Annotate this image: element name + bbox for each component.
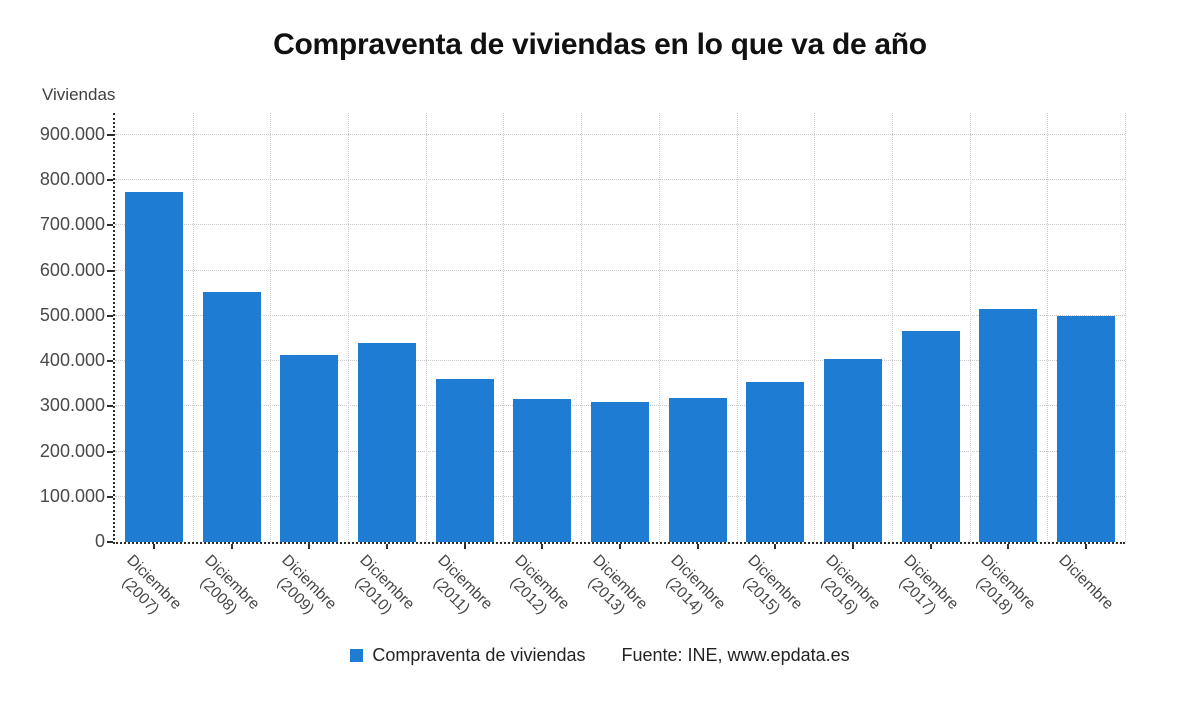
y-tick-label: 100.000	[39, 485, 105, 506]
y-gridline	[115, 360, 1125, 362]
bar[interactable]	[979, 309, 1038, 542]
x-tick-mark	[541, 544, 544, 549]
bar[interactable]	[202, 292, 261, 542]
x-tick-mark	[152, 544, 155, 549]
x-tick-label: Diciembre (2008)	[195, 551, 263, 618]
x-tick-label: Diciembre (2017)	[895, 551, 962, 618]
legend: Compraventa de viviendas Fuente: INE, ww…	[0, 645, 1200, 666]
y-tick-label: 500.000	[39, 304, 105, 325]
y-tick-mark	[107, 405, 113, 408]
y-gridline	[115, 134, 1125, 135]
plot-area	[107, 113, 1126, 549]
legend-item[interactable]: Compraventa de viviendas	[350, 645, 586, 666]
y-tick-label: 200.000	[39, 440, 105, 461]
bar[interactable]	[280, 355, 339, 542]
x-tick-mark	[463, 544, 466, 549]
x-tick-label: Diciembre (2007)	[118, 551, 185, 618]
bar[interactable]	[435, 379, 494, 542]
x-gridline	[814, 113, 816, 542]
x-gridline	[270, 113, 272, 542]
x-tick-label: Diciembre (2009)	[273, 551, 340, 618]
y-tick-mark	[107, 224, 113, 227]
x-gridline	[1125, 113, 1126, 542]
bar[interactable]	[746, 381, 805, 542]
bar[interactable]	[824, 359, 883, 542]
y-tick-label: 400.000	[39, 350, 105, 371]
x-gridline	[581, 113, 583, 542]
legend-series-label: Compraventa de viviendas	[372, 645, 586, 665]
y-tick-label: 900.000	[39, 124, 105, 144]
y-tick-mark	[107, 541, 113, 543]
y-tick-mark	[107, 314, 113, 317]
x-tick-mark	[852, 544, 855, 549]
y-gridline	[115, 269, 1125, 271]
x-gridline	[891, 113, 893, 542]
x-tick-mark	[696, 544, 699, 549]
x-gridline	[1047, 113, 1049, 542]
x-tick-label: Diciembre (2014)	[662, 551, 729, 618]
x-tick-mark	[308, 544, 311, 549]
y-tick-mark	[107, 360, 113, 363]
x-tick-mark	[1007, 544, 1010, 549]
y-tick-label: 0	[94, 531, 105, 551]
y-tick-label: 800.000	[39, 169, 105, 190]
bar[interactable]	[357, 343, 416, 542]
x-gridline	[736, 113, 738, 542]
y-tick-mark	[107, 495, 113, 498]
x-tick-label: Diciembre (2010)	[351, 551, 418, 618]
x-gridline	[192, 113, 194, 542]
bar[interactable]	[513, 398, 572, 542]
bar[interactable]	[591, 401, 649, 542]
x-tick-mark	[230, 544, 233, 549]
x-tick-mark	[385, 544, 388, 549]
y-gridline	[115, 179, 1125, 181]
y-tick-label: 600.000	[39, 259, 105, 280]
bar[interactable]	[124, 191, 183, 542]
legend-marker-icon	[350, 649, 364, 662]
x-tick-label: Diciembre (2016)	[817, 551, 884, 618]
x-gridline	[425, 113, 427, 542]
x-gridline	[658, 113, 660, 542]
y-tick-label: 300.000	[39, 395, 105, 416]
x-tick-mark	[774, 544, 777, 549]
bar[interactable]	[1057, 315, 1116, 542]
y-gridline	[115, 314, 1125, 316]
source-label: Fuente: INE, www.epdata.es	[621, 645, 850, 665]
x-tick-mark	[1085, 544, 1088, 549]
y-gridline	[115, 224, 1125, 226]
x-tick-label: Diciembre (2013)	[584, 551, 651, 618]
x-tick-label: Diciembre	[1055, 551, 1117, 614]
x-tick-mark	[619, 544, 621, 549]
x-gridline	[348, 113, 350, 542]
x-tick-label: Diciembre (2015)	[739, 551, 806, 618]
y-tick-mark	[107, 134, 113, 136]
y-axis-unit-label: Viviendas	[42, 85, 116, 104]
x-tick-label: Diciembre (2018)	[972, 551, 1040, 618]
y-tick-mark	[107, 269, 113, 272]
y-tick-mark	[107, 450, 113, 453]
y-tick-mark	[107, 179, 113, 182]
x-gridline	[969, 113, 971, 542]
x-tick-label: Diciembre (2011)	[429, 551, 496, 618]
x-gridline	[503, 113, 505, 542]
x-tick-label: Diciembre (2012)	[506, 551, 573, 618]
x-tick-mark	[929, 544, 932, 549]
bar[interactable]	[668, 398, 727, 542]
bar[interactable]	[901, 330, 960, 542]
y-tick-label: 700.000	[39, 214, 105, 235]
chart-title: Compraventa de viviendas en lo que va de…	[273, 28, 927, 61]
